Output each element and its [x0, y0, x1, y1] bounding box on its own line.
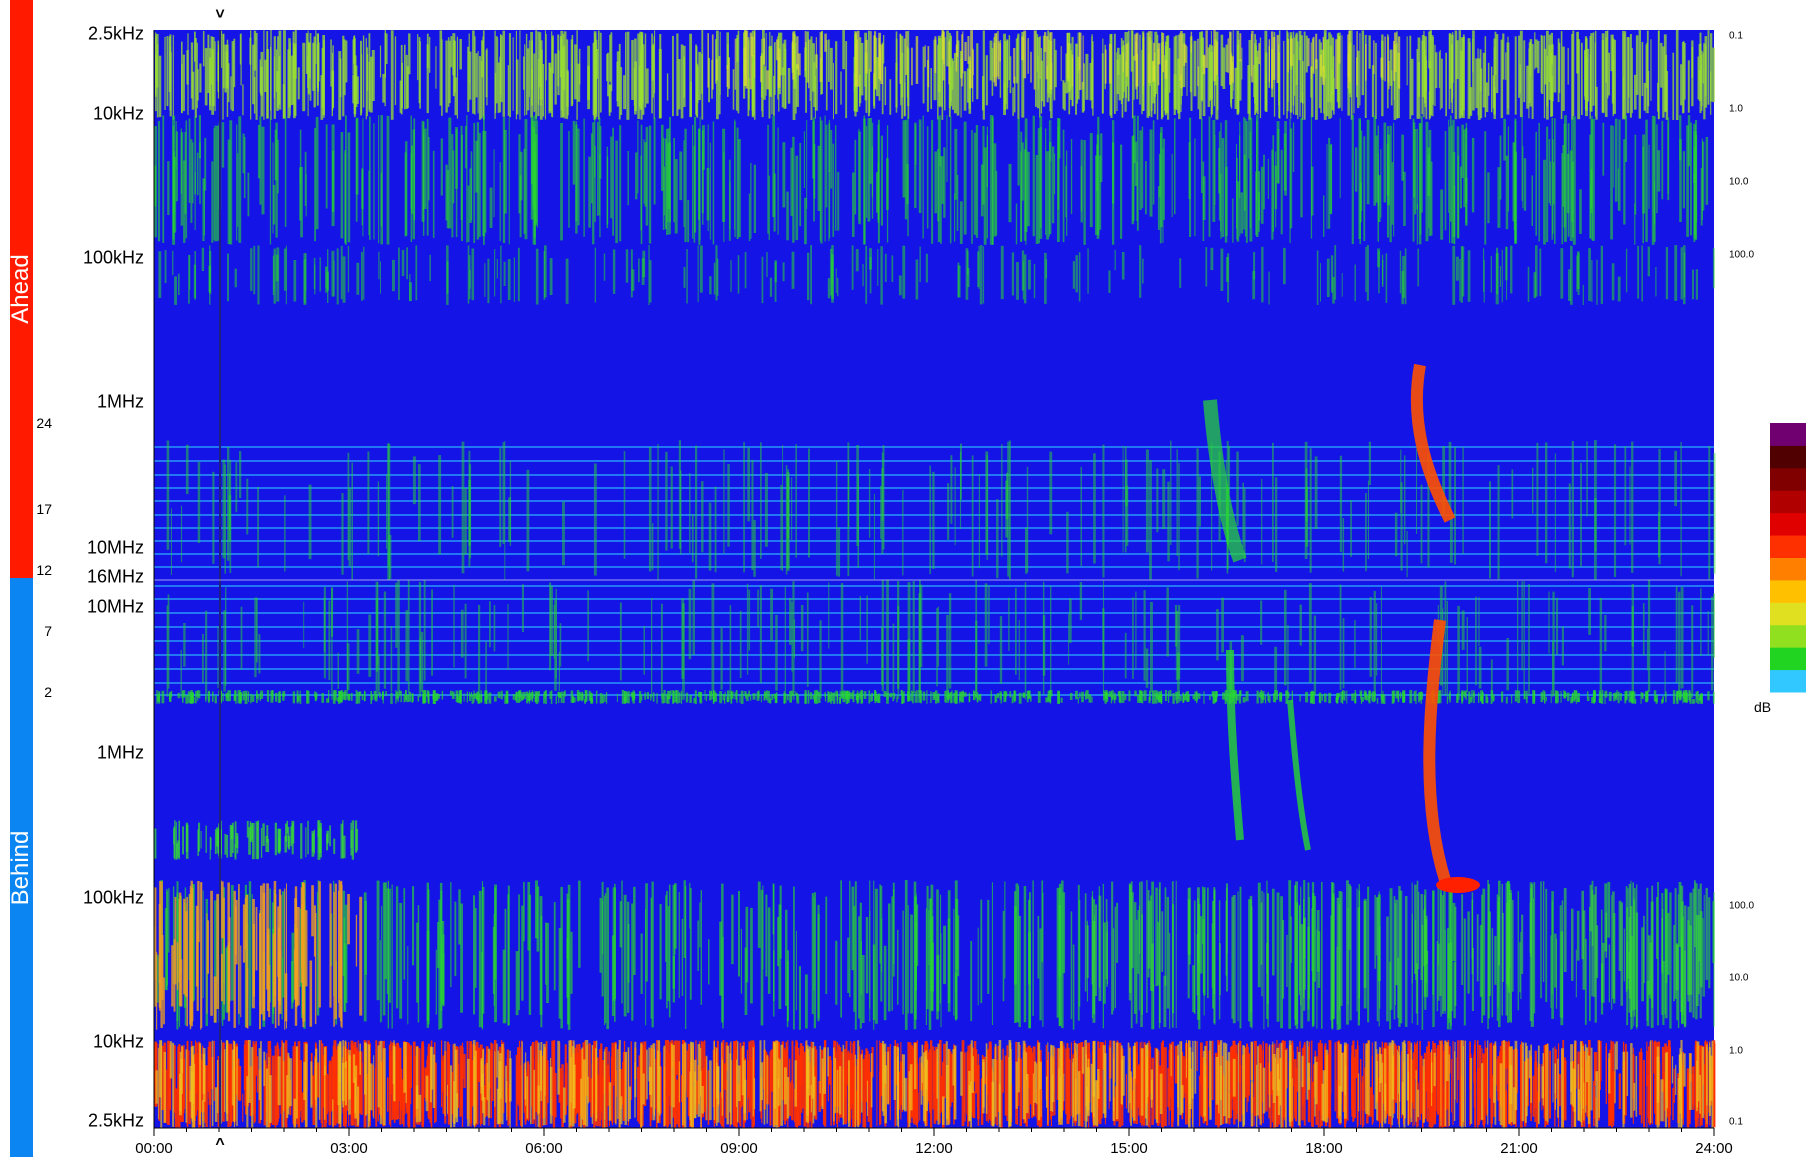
colorbar-tick-label: 17	[36, 500, 52, 517]
burst-behind-core	[1436, 877, 1480, 893]
colorbar	[1770, 423, 1806, 693]
time-tick-label: 21:00	[1500, 1140, 1538, 1157]
spectrogram-area	[154, 30, 1716, 1128]
behind-band-warm-left	[154, 880, 363, 1030]
ahead-region-bar	[10, 0, 33, 578]
freq-tick-behind: 10kHz	[92, 1031, 144, 1052]
time-axis	[153, 1127, 1715, 1136]
freq-tick-behind: 10MHz	[86, 596, 144, 617]
colorbar-segment	[1770, 423, 1806, 446]
ahead-band-lower	[158, 245, 1715, 305]
behind-region-label: Behind	[7, 830, 34, 906]
freq-tick-behind: 100kHz	[82, 887, 144, 908]
ahead-band-top	[155, 30, 1715, 121]
colorbar-segment	[1770, 624, 1806, 648]
time-marker-top: ˅	[215, 6, 225, 23]
behind-region-bar	[10, 578, 33, 1157]
right-tick-ahead: 1.0	[1729, 103, 1743, 115]
freq-tick-ahead: 16MHz	[86, 566, 144, 587]
colorbar-tick-label: 24	[36, 415, 52, 431]
time-tick-label: 06:00	[525, 1140, 563, 1157]
right-tick-ahead: 10.0	[1729, 176, 1749, 188]
burst-features	[1203, 363, 1480, 893]
freq-tick-ahead: 1MHz	[96, 391, 144, 412]
freq-tick-ahead: 100kHz	[82, 247, 144, 268]
right-tick-ahead: 100.0	[1729, 249, 1755, 261]
freq-tick-behind: 2.5kHz	[87, 1110, 144, 1131]
colorbar-segment	[1770, 490, 1806, 514]
ahead-band-stripes-noise	[166, 440, 1716, 580]
ahead-band-top-yellow	[707, 30, 1401, 90]
right-tick-behind: 10.0	[1729, 972, 1749, 984]
behind-band-line-1	[156, 690, 1715, 704]
colorbar-tick-label: 7	[44, 622, 52, 639]
colorbar-tick-label: 2	[44, 684, 52, 700]
behind-band-green-right	[1084, 880, 1708, 1030]
time-marker-bottom: ^	[215, 1136, 225, 1153]
right-tick-behind: 0.1	[1729, 1116, 1743, 1128]
burst-behind-green-1	[1226, 649, 1244, 841]
freq-tick-ahead: 10MHz	[86, 537, 144, 558]
burst-ahead-green	[1203, 399, 1247, 563]
colorbar-segment	[1770, 535, 1806, 558]
burst-behind-green-2	[1287, 699, 1311, 851]
colorbar-segment	[1770, 557, 1806, 581]
colorbar-segment	[1770, 669, 1806, 693]
time-tick-label: 03:00	[330, 1140, 368, 1157]
time-tick-label: 00:00	[135, 1140, 173, 1157]
time-tick-label: 24:00	[1695, 1140, 1733, 1157]
colorbar-tick-label: 12	[36, 561, 52, 578]
right-tick-behind: 1.0	[1729, 1045, 1743, 1057]
colorbar-segment	[1770, 512, 1806, 536]
ahead-region-label: Ahead	[7, 254, 34, 324]
colorbar-segment	[1770, 647, 1806, 671]
ahead-band-green	[154, 115, 1709, 245]
time-tick-label: 15:00	[1110, 1140, 1148, 1157]
burst-ahead-red	[1410, 363, 1456, 523]
freq-tick-ahead: 10kHz	[92, 103, 144, 124]
behind-band-yellow	[155, 1040, 1714, 1128]
right-tick-ahead: 0.1	[1729, 30, 1743, 42]
burst-behind-red	[1423, 619, 1451, 882]
colorbar-segment	[1770, 579, 1806, 603]
right-tick-behind: 100.0	[1729, 900, 1755, 912]
time-tick-label: 18:00	[1305, 1140, 1343, 1157]
colorbar-segment	[1770, 445, 1806, 469]
time-tick-label: 09:00	[720, 1140, 758, 1157]
colorbar-segment	[1770, 602, 1806, 626]
freq-tick-ahead: 2.5kHz	[87, 23, 144, 44]
time-tick-label: 12:00	[915, 1140, 953, 1157]
freq-tick-behind: 1MHz	[96, 742, 144, 763]
colorbar-segment	[1770, 467, 1806, 491]
colorbar-unit: dB	[1754, 699, 1772, 715]
